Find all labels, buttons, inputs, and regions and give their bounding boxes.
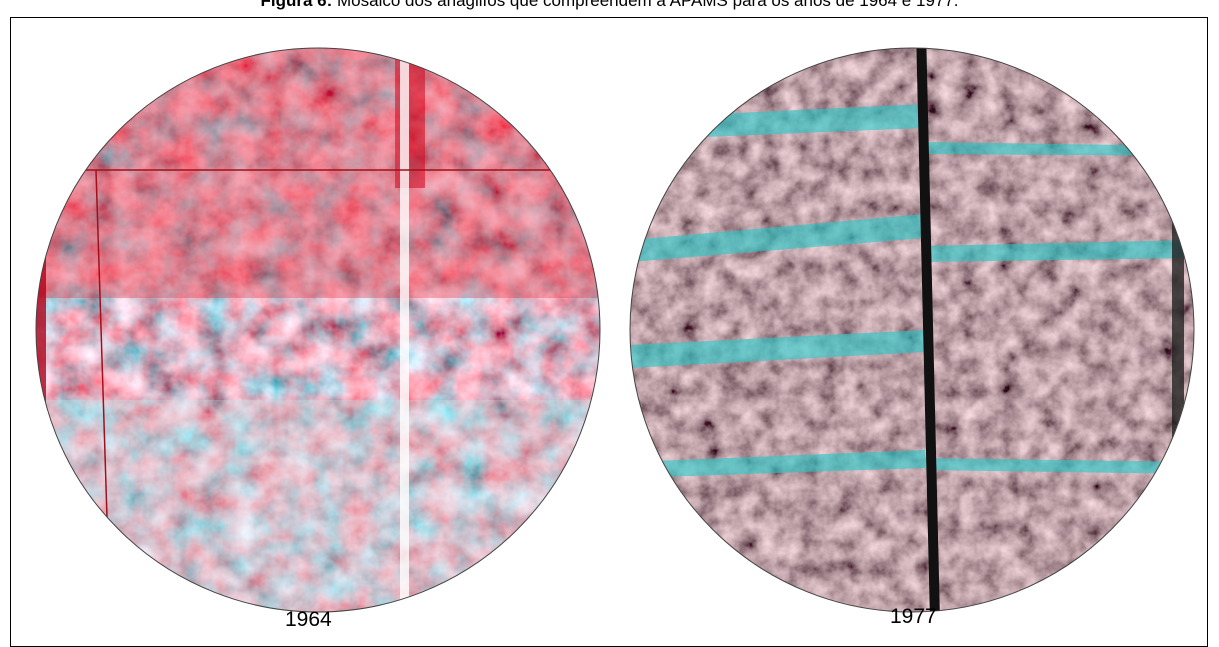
panel-label: 1964 <box>285 608 332 632</box>
mosaics <box>0 0 1219 641</box>
mosaic-1964 <box>36 48 600 612</box>
page: Figura 6: Mosaico dos anáglifos que comp… <box>0 0 1219 641</box>
panel-label: 1977 <box>890 605 937 629</box>
